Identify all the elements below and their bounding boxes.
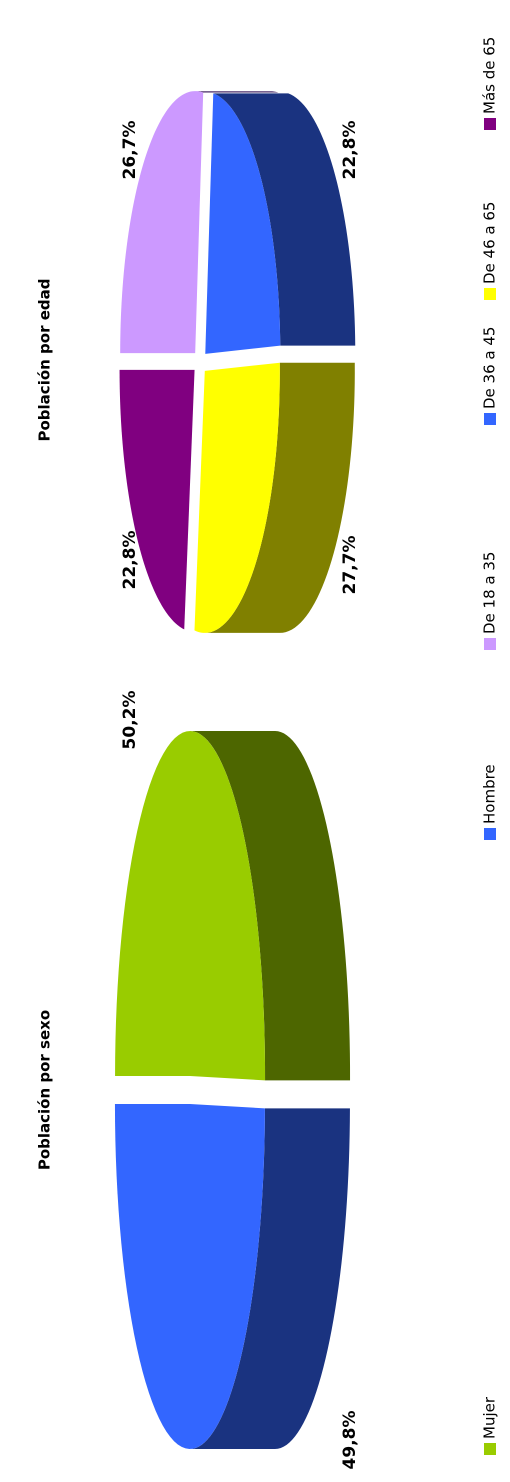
pie-slice <box>115 731 266 1081</box>
pie-wall <box>190 731 351 1081</box>
data-label: 49,8% <box>340 1411 360 1470</box>
data-label: 27,7% <box>340 536 360 595</box>
rotated-canvas: Población por sexo 50,2% 49,8% Mujer Hombre P… <box>36 37 499 1470</box>
legend-label: Mujer <box>481 1396 499 1439</box>
data-label: 22,8% <box>120 531 140 590</box>
pie-slice <box>114 1104 265 1449</box>
legend-swatch <box>484 638 496 650</box>
pie-wall <box>204 362 355 633</box>
pie-wall <box>213 93 356 346</box>
legend-swatch <box>484 1443 496 1455</box>
legend-label: De 36 a 45 <box>481 327 499 409</box>
pie-slice <box>205 93 281 354</box>
pie-wall <box>189 1108 350 1449</box>
pie-slice <box>120 91 204 354</box>
data-label: 50,2% <box>120 691 140 750</box>
legend-label: De 18 a 35 <box>481 552 499 634</box>
legend-swatch <box>484 118 496 130</box>
pie-slice <box>119 369 195 630</box>
legend-swatch <box>484 413 496 425</box>
legend-label: Más de 65 <box>481 37 499 114</box>
legend-swatch <box>484 288 496 300</box>
data-label: 22,8% <box>340 121 360 180</box>
chart-title: Población por edad <box>36 279 54 442</box>
legend-label: De 46 a 65 <box>481 202 499 284</box>
legend-label: Hombre <box>481 764 499 824</box>
data-label: 26,7% <box>120 121 140 180</box>
pie-wall <box>195 91 279 93</box>
chart-title: Población por sexo <box>36 1010 54 1170</box>
legend-swatch <box>484 828 496 840</box>
pie-slice <box>194 362 280 633</box>
